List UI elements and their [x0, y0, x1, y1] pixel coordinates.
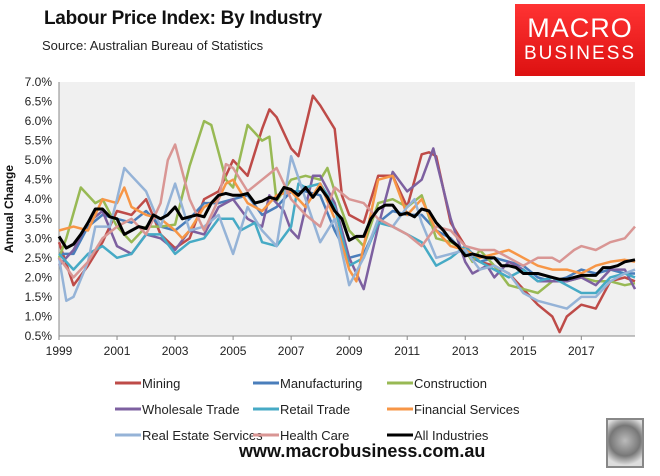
- legend-item: Mining: [115, 376, 180, 391]
- y-tick-label: 2.0%: [25, 270, 53, 284]
- x-tick-label: 2007: [278, 344, 305, 358]
- y-tick-label: 2.5%: [25, 251, 53, 265]
- y-tick-label: 7.0%: [25, 75, 53, 89]
- legend-label: Wholesale Trade: [142, 402, 240, 417]
- x-tick-label: 2001: [104, 344, 131, 358]
- y-tick-label: 3.5%: [25, 212, 53, 226]
- y-tick-label: 4.5%: [25, 173, 53, 187]
- legend-label: Health Care: [280, 428, 349, 443]
- legend-item: Real Estate Services: [115, 428, 263, 443]
- legend-label: Retail Trade: [280, 402, 350, 417]
- x-tick-label: 2015: [510, 344, 537, 358]
- legend-label: Mining: [142, 376, 180, 391]
- y-tick-label: 6.5%: [25, 95, 53, 109]
- y-tick-label: 3.0%: [25, 231, 53, 245]
- chart-source: Source: Australian Bureau of Statistics: [42, 38, 264, 53]
- macrobusiness-logo: MACRO BUSINESS: [515, 4, 645, 76]
- y-axis-title: Annual Change: [2, 165, 16, 253]
- legend-item: Financial Services: [387, 402, 520, 417]
- x-tick-label: 2017: [568, 344, 595, 358]
- x-tick-label: 2009: [336, 344, 363, 358]
- series-line-retail-trade: [58, 182, 636, 295]
- y-tick-label: 4.0%: [25, 192, 53, 206]
- series-line-construction: [57, 119, 636, 295]
- logo-line1: MACRO: [527, 13, 633, 43]
- wolf-logo-image: [606, 418, 644, 468]
- series-line-all-industries: [57, 186, 636, 281]
- x-tick-label: 2005: [220, 344, 247, 358]
- y-tick-label: 6.0%: [25, 114, 53, 128]
- legend-item: Health Care: [253, 428, 349, 443]
- y-tick-label: 5.0%: [25, 153, 53, 167]
- legend-item: All Industries: [387, 428, 489, 443]
- legend-item: Manufacturing: [253, 376, 362, 391]
- legend-item: Construction: [387, 376, 487, 391]
- legend-label: Manufacturing: [280, 376, 362, 391]
- y-tick-label: 1.5%: [25, 290, 53, 304]
- x-tick-label: 2011: [394, 344, 420, 358]
- x-tick-label: 2003: [162, 344, 189, 358]
- chart-title: Labour Price Index: By Industry: [44, 8, 322, 29]
- y-tick-label: 0.5%: [25, 329, 53, 343]
- website-url: www.macrobusiness.com.au: [239, 441, 486, 461]
- series-line-mining: [57, 94, 636, 334]
- legend-label: Real Estate Services: [142, 428, 263, 443]
- legend-label: Construction: [414, 376, 487, 391]
- y-tick-label: 5.5%: [25, 134, 53, 148]
- series-line-health-care: [57, 143, 636, 279]
- legend-label: All Industries: [414, 428, 489, 443]
- x-tick-label: 1999: [46, 344, 73, 358]
- logo-line2: BUSINESS: [523, 43, 637, 64]
- y-tick-label: 1.0%: [25, 309, 53, 323]
- legend-item: Retail Trade: [253, 402, 350, 417]
- x-tick-label: 2013: [452, 344, 479, 358]
- legend-item: Wholesale Trade: [115, 402, 240, 417]
- series-line-real-estate-services: [57, 154, 636, 310]
- legend-label: Financial Services: [414, 402, 520, 417]
